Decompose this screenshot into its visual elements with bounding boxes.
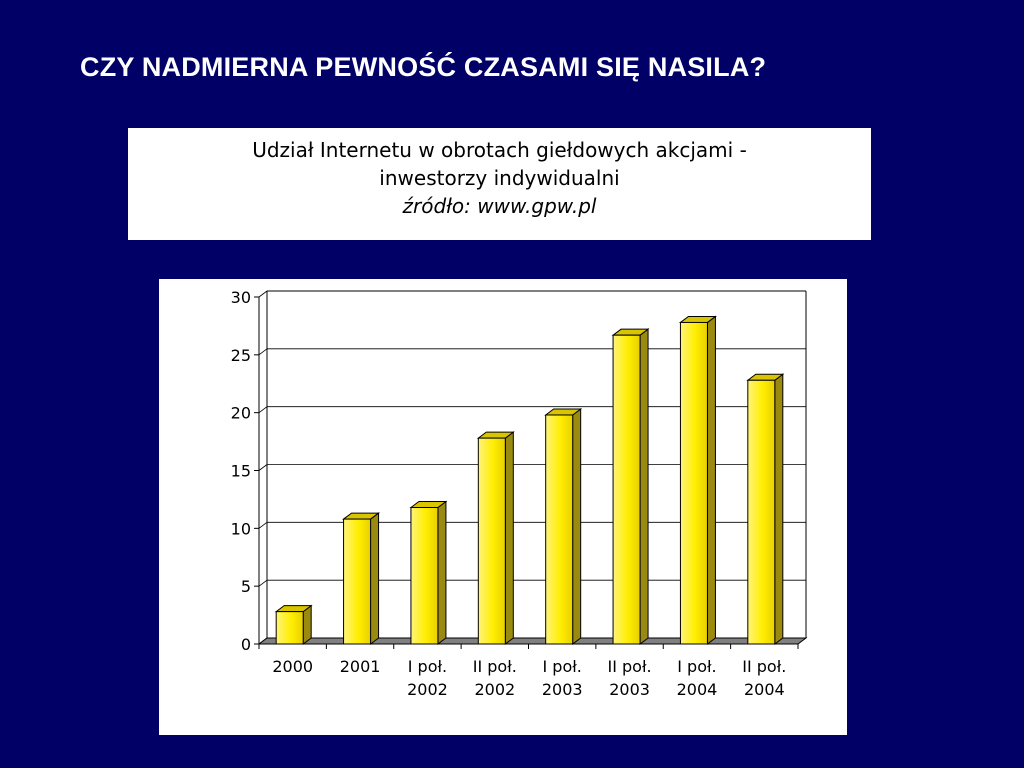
y-tick-label: 10 [231, 519, 251, 538]
gridline-side [258, 579, 268, 587]
y-tick-label: 25 [231, 346, 251, 365]
bar [612, 334, 641, 645]
x-tick-label: 2002 [474, 680, 515, 699]
slide-title: CZY NADMIERNA PEWNOŚĆ CZASAMI SIĘ NASILA… [80, 52, 767, 82]
y-tick-label: 5 [241, 577, 251, 596]
bar-chart: 0 5 10 15 20 25 30 2000 2001 I poł. 2002 II poł. 200… [231, 288, 808, 699]
bar-side [572, 407, 582, 645]
chart-caption: Udział Internetu w obrotach giełdowych a… [128, 128, 871, 240]
chart-panel: 0 5 10 15 20 25 30 2000 2001 I poł. 2002 II poł. 200… [159, 279, 847, 735]
bar [275, 611, 304, 645]
gridline-side [258, 290, 268, 298]
gridline-side [258, 348, 268, 356]
bar [410, 507, 439, 645]
bar [679, 321, 708, 645]
bar-side [639, 328, 649, 645]
x-tick-label: II poł. [473, 657, 517, 676]
gridline-side [258, 522, 268, 529]
y-tick-label: 20 [231, 404, 251, 423]
x-tick-label: 2004 [677, 680, 718, 699]
gridline-side [258, 464, 268, 471]
bar [343, 518, 372, 645]
caption-source: źródło: www.gpw.pl [402, 194, 597, 218]
x-tick-label: II poł. [742, 657, 786, 676]
x-tick-label: 2000 [272, 657, 313, 676]
bar-side [302, 604, 312, 645]
x-tick-label: II poł. [608, 657, 652, 676]
bar-side [774, 373, 784, 645]
bar-side [706, 315, 716, 645]
y-tick-label: 15 [231, 462, 251, 481]
x-tick-label: 2003 [542, 680, 583, 699]
bar-side [504, 431, 514, 645]
caption-line-1: Udział Internetu w obrotach giełdowych a… [252, 138, 747, 162]
caption-line-2: inwestorzy indywidualni [379, 166, 620, 190]
y-tick-label: 30 [231, 288, 251, 307]
x-tick-label: I poł. [542, 657, 581, 676]
bar-side [370, 512, 380, 645]
x-tick-label: 2001 [340, 657, 381, 676]
bar-side [437, 500, 447, 645]
x-tick-label: 2003 [609, 680, 650, 699]
x-tick-label: I poł. [677, 657, 716, 676]
plot-floor [257, 637, 808, 645]
x-tick-label: I poł. [408, 657, 447, 676]
bar [477, 437, 506, 645]
x-tick-label: 2002 [407, 680, 448, 699]
bar [747, 379, 776, 645]
y-tick-label: 0 [241, 635, 251, 654]
bar [545, 414, 574, 645]
x-tick-label: 2004 [744, 680, 785, 699]
gridline-side [258, 406, 268, 413]
